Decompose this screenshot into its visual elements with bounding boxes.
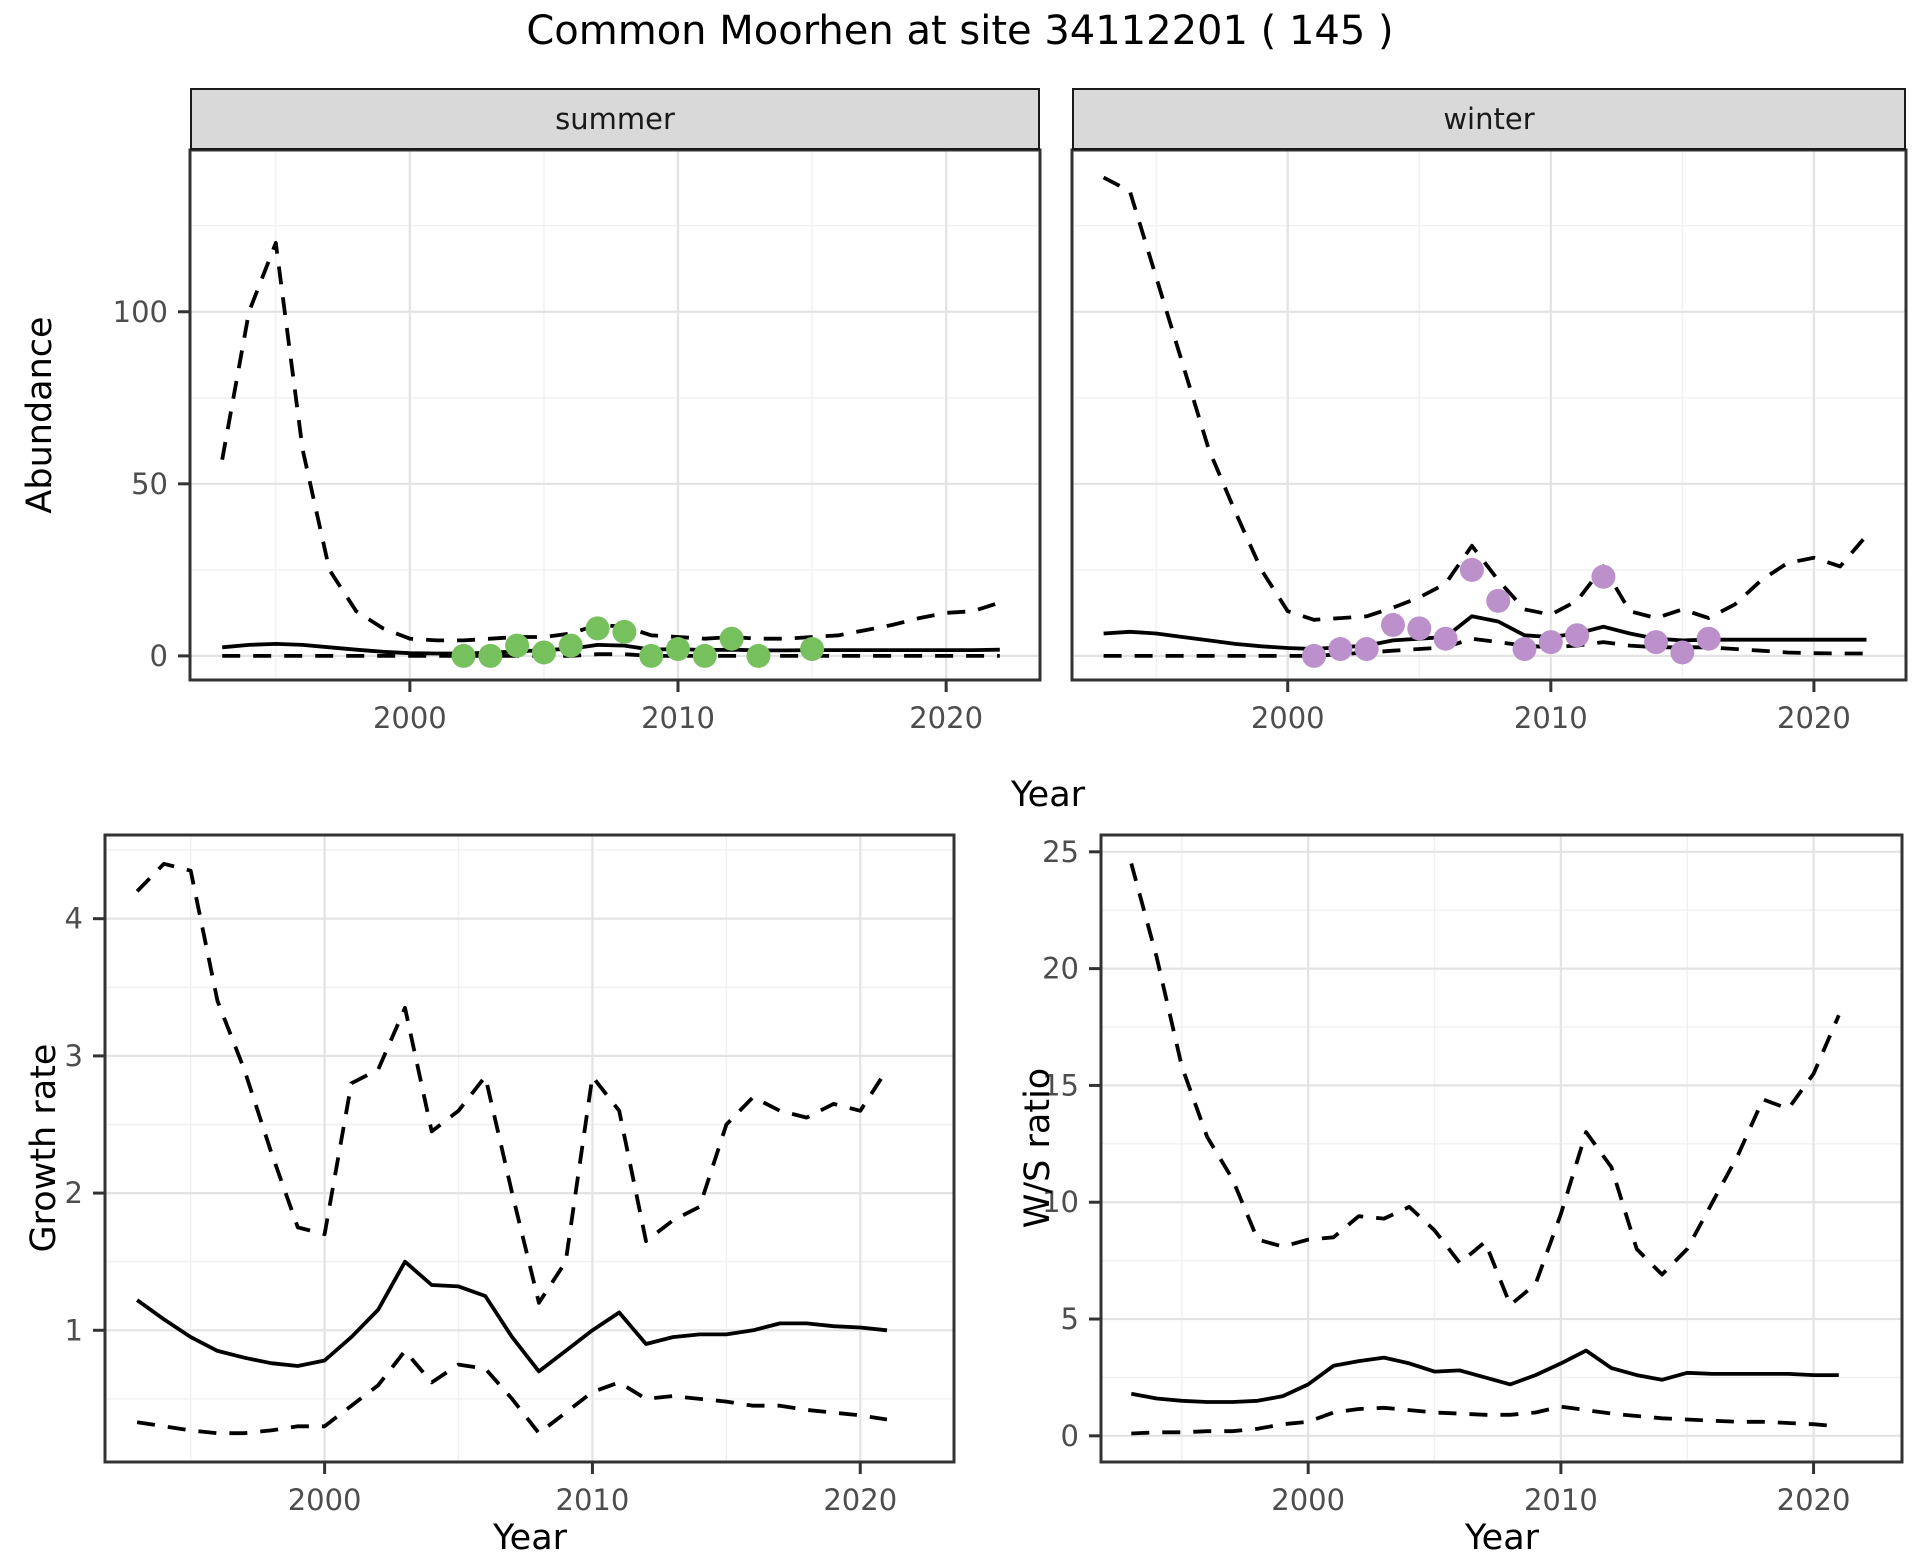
data-point xyxy=(612,619,637,644)
data-point xyxy=(451,643,476,668)
lower-ci-line xyxy=(136,1349,888,1436)
ws-ratio-axis-title: W/S ratio xyxy=(1018,1067,1058,1229)
data-point xyxy=(1354,637,1379,662)
data-point xyxy=(1538,630,1563,655)
x-tick-label: 2010 xyxy=(641,701,715,735)
data-point xyxy=(1670,640,1695,665)
data-point xyxy=(719,626,744,651)
data-point xyxy=(1644,630,1669,655)
upper-ci-line xyxy=(135,861,889,1305)
x-tick-label: 2000 xyxy=(1271,1483,1345,1517)
lower-ci-line xyxy=(1103,636,1867,658)
data-point xyxy=(1565,623,1590,648)
median-line xyxy=(222,642,1000,656)
y-tick-label: 20 xyxy=(1042,952,1079,986)
data-point xyxy=(478,643,503,668)
x-tick-label: 2010 xyxy=(1514,701,1588,735)
data-point xyxy=(558,633,583,658)
data-point xyxy=(639,643,664,668)
facet-strip-winter-label: winter xyxy=(1443,102,1535,136)
y-tick-label: 100 xyxy=(113,295,168,329)
y-tick-label: 4 xyxy=(65,902,83,936)
data-point xyxy=(1328,637,1353,662)
data-point xyxy=(1591,564,1616,589)
panel-border xyxy=(1070,148,1908,682)
ws-year-axis-title: Year xyxy=(1464,1518,1540,1558)
y-tick-label: 25 xyxy=(1042,835,1079,869)
data-point xyxy=(692,643,717,668)
data-point xyxy=(746,643,771,668)
panel-border xyxy=(1099,833,1904,1464)
x-tick-label: 2020 xyxy=(909,701,983,735)
panel-background xyxy=(190,150,1040,680)
x-tick-label: 2000 xyxy=(373,701,447,735)
data-point xyxy=(505,633,530,658)
facet-strip-summer: summer xyxy=(190,88,1040,150)
panel-background xyxy=(1072,150,1906,680)
panel-abundance-summer: 2000 2010 2020 0 50 100 xyxy=(113,148,1042,735)
y-tick-label: 15 xyxy=(1042,1068,1079,1102)
median-line xyxy=(1103,614,1867,651)
y-tick-label: 0 xyxy=(1061,1419,1079,1453)
x-tick-label: 2010 xyxy=(1524,1483,1598,1517)
data-point xyxy=(800,637,825,662)
y-tick-label: 5 xyxy=(1061,1302,1079,1336)
x-tick-label: 2020 xyxy=(823,1483,897,1517)
y-tick-label: 1 xyxy=(65,1313,83,1347)
x-tick-label: 2010 xyxy=(556,1483,630,1517)
panel-background xyxy=(1101,835,1902,1462)
x-tick-label: 2020 xyxy=(1777,701,1851,735)
y-tick-label: 0 xyxy=(150,639,168,673)
upper-ci-line xyxy=(1102,175,1868,622)
panel-growth-rate: 2000 2010 2020 1 2 3 4 xyxy=(65,833,956,1517)
data-point xyxy=(1696,626,1721,651)
median-line xyxy=(135,1259,888,1374)
upper-ci-line xyxy=(1129,863,1841,1307)
growth-year-axis-title: Year xyxy=(492,1518,568,1558)
facet-strip-winter: winter xyxy=(1072,88,1906,150)
data-point xyxy=(1486,588,1511,613)
data-point xyxy=(531,640,556,665)
x-tick-label: 2000 xyxy=(1251,701,1325,735)
y-tick-label: 3 xyxy=(65,1039,83,1073)
top-year-axis-title: Year xyxy=(1010,775,1086,815)
data-point xyxy=(585,616,610,641)
x-tick-label: 2020 xyxy=(1777,1483,1851,1517)
panel-background xyxy=(105,835,954,1462)
lower-ci-line xyxy=(1131,1404,1839,1436)
data-point xyxy=(1459,557,1484,582)
data-point xyxy=(666,637,691,662)
y-tick-label: 10 xyxy=(1042,1185,1079,1219)
data-point xyxy=(1380,612,1405,637)
data-point xyxy=(1512,637,1537,662)
y-tick-label: 2 xyxy=(65,1176,83,1210)
x-tick-label: 2000 xyxy=(288,1483,362,1517)
data-point xyxy=(1302,643,1327,668)
figure-title: Common Moorhen at site 34112201 ( 145 ) xyxy=(526,8,1394,54)
panel-border xyxy=(103,833,956,1464)
panel-border xyxy=(188,148,1042,682)
data-point xyxy=(1407,616,1432,641)
facet-strip-summer-label: summer xyxy=(555,102,675,136)
panel-ws-ratio: 2000 2010 2020 0 5 10 15 20 25 xyxy=(1042,833,1904,1517)
median-line xyxy=(1130,1348,1839,1404)
upper-ci-line xyxy=(220,240,1001,643)
panel-abundance-winter: 2000 2010 2020 xyxy=(1070,148,1908,735)
lower-ci-line xyxy=(222,652,1000,658)
growth-rate-axis-title: Growth rate xyxy=(24,1043,64,1253)
abundance-axis-title: Abundance xyxy=(20,316,60,514)
data-point xyxy=(1433,626,1458,651)
y-tick-label: 50 xyxy=(131,467,168,501)
